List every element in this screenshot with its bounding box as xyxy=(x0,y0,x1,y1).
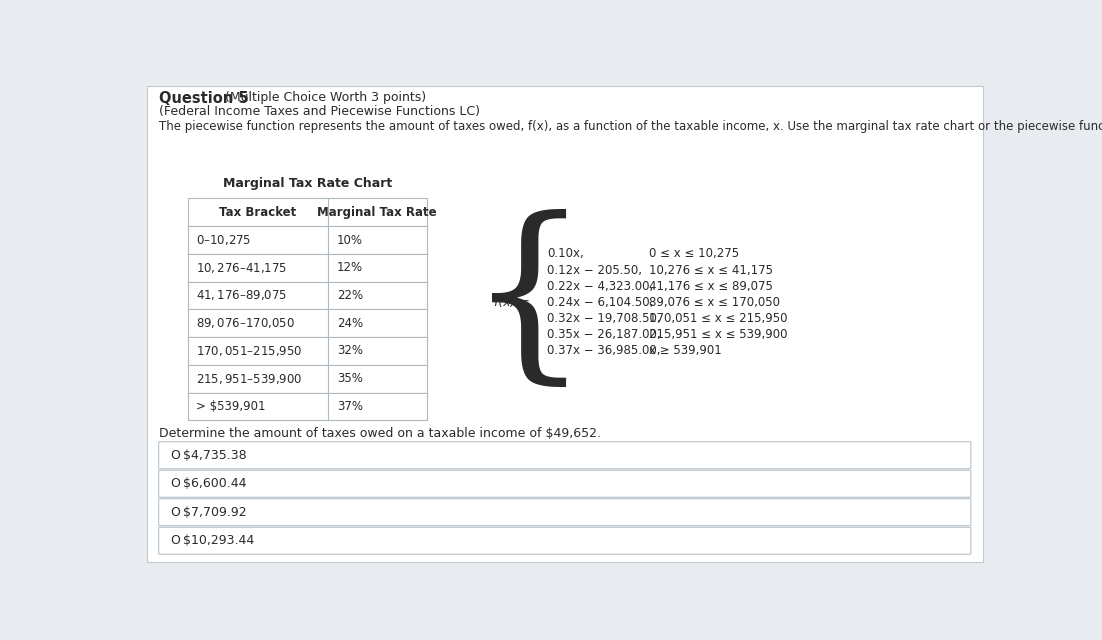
Text: $41,176–$89,075: $41,176–$89,075 xyxy=(196,289,288,303)
Text: 0.32x − 19,708.50,: 0.32x − 19,708.50, xyxy=(547,312,660,325)
Text: $10,276–$41,175: $10,276–$41,175 xyxy=(196,260,288,275)
FancyBboxPatch shape xyxy=(188,365,426,392)
Text: O: O xyxy=(171,449,180,461)
FancyBboxPatch shape xyxy=(159,470,971,497)
Text: Tax Bracket: Tax Bracket xyxy=(219,206,296,219)
FancyBboxPatch shape xyxy=(188,282,426,309)
Text: (Multiple Choice Worth 3 points): (Multiple Choice Worth 3 points) xyxy=(225,91,425,104)
Text: 0.35x − 26,187.00,: 0.35x − 26,187.00, xyxy=(547,328,660,341)
Text: O: O xyxy=(171,534,180,547)
Text: 0.12x − 205.50,: 0.12x − 205.50, xyxy=(547,264,642,276)
Text: 32%: 32% xyxy=(337,344,363,357)
FancyBboxPatch shape xyxy=(188,198,426,226)
Text: Marginal Tax Rate: Marginal Tax Rate xyxy=(317,206,437,219)
FancyBboxPatch shape xyxy=(188,309,426,337)
Text: 10,276 ≤ x ≤ 41,175: 10,276 ≤ x ≤ 41,175 xyxy=(649,264,774,276)
Text: O: O xyxy=(171,506,180,519)
Text: x ≥ 539,901: x ≥ 539,901 xyxy=(649,344,722,357)
Text: $215,951–$539,900: $215,951–$539,900 xyxy=(196,372,302,386)
Text: 0.22x − 4,323.00,: 0.22x − 4,323.00, xyxy=(547,280,653,292)
Text: 215,951 ≤ x ≤ 539,900: 215,951 ≤ x ≤ 539,900 xyxy=(649,328,788,341)
Text: 12%: 12% xyxy=(337,261,363,275)
Text: O: O xyxy=(171,477,180,490)
Text: $170,051–$215,950: $170,051–$215,950 xyxy=(196,344,302,358)
FancyBboxPatch shape xyxy=(188,254,426,282)
FancyBboxPatch shape xyxy=(159,499,971,525)
Text: 22%: 22% xyxy=(337,289,363,302)
Text: 10%: 10% xyxy=(337,234,363,246)
Text: $0–$10,275: $0–$10,275 xyxy=(196,233,251,247)
Text: 0 ≤ x ≤ 10,275: 0 ≤ x ≤ 10,275 xyxy=(649,248,739,260)
Text: 170,051 ≤ x ≤ 215,950: 170,051 ≤ x ≤ 215,950 xyxy=(649,312,788,325)
Text: 41,176 ≤ x ≤ 89,075: 41,176 ≤ x ≤ 89,075 xyxy=(649,280,774,292)
Text: 89,076 ≤ x ≤ 170,050: 89,076 ≤ x ≤ 170,050 xyxy=(649,296,780,309)
Text: 24%: 24% xyxy=(337,317,363,330)
Text: $6,600.44: $6,600.44 xyxy=(183,477,246,490)
Text: $7,709.92: $7,709.92 xyxy=(183,506,247,519)
Text: (Federal Income Taxes and Piecewise Functions LC): (Federal Income Taxes and Piecewise Func… xyxy=(160,104,480,118)
Text: f(x) =: f(x) = xyxy=(495,296,530,309)
Text: 37%: 37% xyxy=(337,400,363,413)
Text: $4,735.38: $4,735.38 xyxy=(183,449,247,461)
Text: The piecewise function represents the amount of taxes owed, f(x), as a function : The piecewise function represents the am… xyxy=(160,120,1102,133)
Text: $89,076–$170,050: $89,076–$170,050 xyxy=(196,316,295,330)
FancyBboxPatch shape xyxy=(147,86,983,562)
FancyBboxPatch shape xyxy=(188,392,426,420)
FancyBboxPatch shape xyxy=(159,527,971,554)
FancyBboxPatch shape xyxy=(159,442,971,468)
Text: 0.24x − 6,104.50,: 0.24x − 6,104.50, xyxy=(547,296,653,309)
Text: > $539,901: > $539,901 xyxy=(196,400,266,413)
Text: Determine the amount of taxes owed on a taxable income of $49,652.: Determine the amount of taxes owed on a … xyxy=(160,427,602,440)
Text: 35%: 35% xyxy=(337,372,363,385)
Text: 0.10x,: 0.10x, xyxy=(547,248,584,260)
FancyBboxPatch shape xyxy=(188,337,426,365)
Text: {: { xyxy=(468,209,591,396)
Text: Question 5: Question 5 xyxy=(160,91,249,106)
FancyBboxPatch shape xyxy=(188,226,426,254)
Text: Marginal Tax Rate Chart: Marginal Tax Rate Chart xyxy=(223,177,392,189)
Text: 0.37x − 36,985.00,: 0.37x − 36,985.00, xyxy=(547,344,660,357)
Text: $10,293.44: $10,293.44 xyxy=(183,534,253,547)
